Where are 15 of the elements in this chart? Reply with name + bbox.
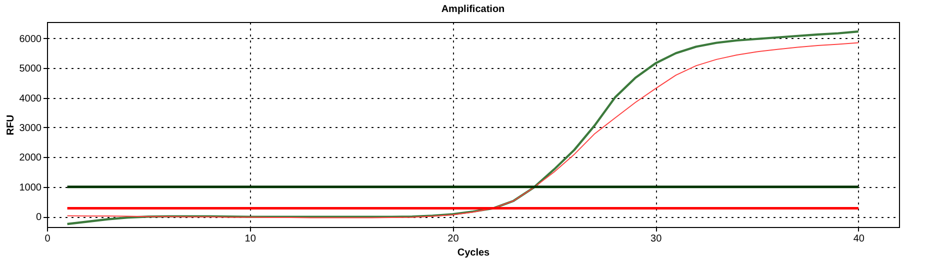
- y-tick-label: 6000: [19, 34, 42, 45]
- x-tick-label: 10: [244, 234, 256, 244]
- x-tick-label: 30: [650, 234, 662, 244]
- y-tick-label: 2000: [19, 152, 42, 164]
- x-tick-label: 40: [853, 234, 865, 244]
- y-tick-label: 3000: [19, 122, 42, 134]
- y-tick-label: 0: [36, 212, 42, 224]
- y-tick-label: 5000: [19, 64, 42, 75]
- chart-title: Amplification: [441, 4, 505, 15]
- y-tick-label: 4000: [19, 93, 42, 104]
- y-tick-label: 1000: [19, 182, 42, 194]
- x-tick-label: 0: [44, 234, 51, 244]
- x-tick-label: 20: [448, 234, 460, 244]
- x-axis-title: Cycles: [457, 248, 490, 258]
- y-axis-title: RFU: [5, 114, 16, 136]
